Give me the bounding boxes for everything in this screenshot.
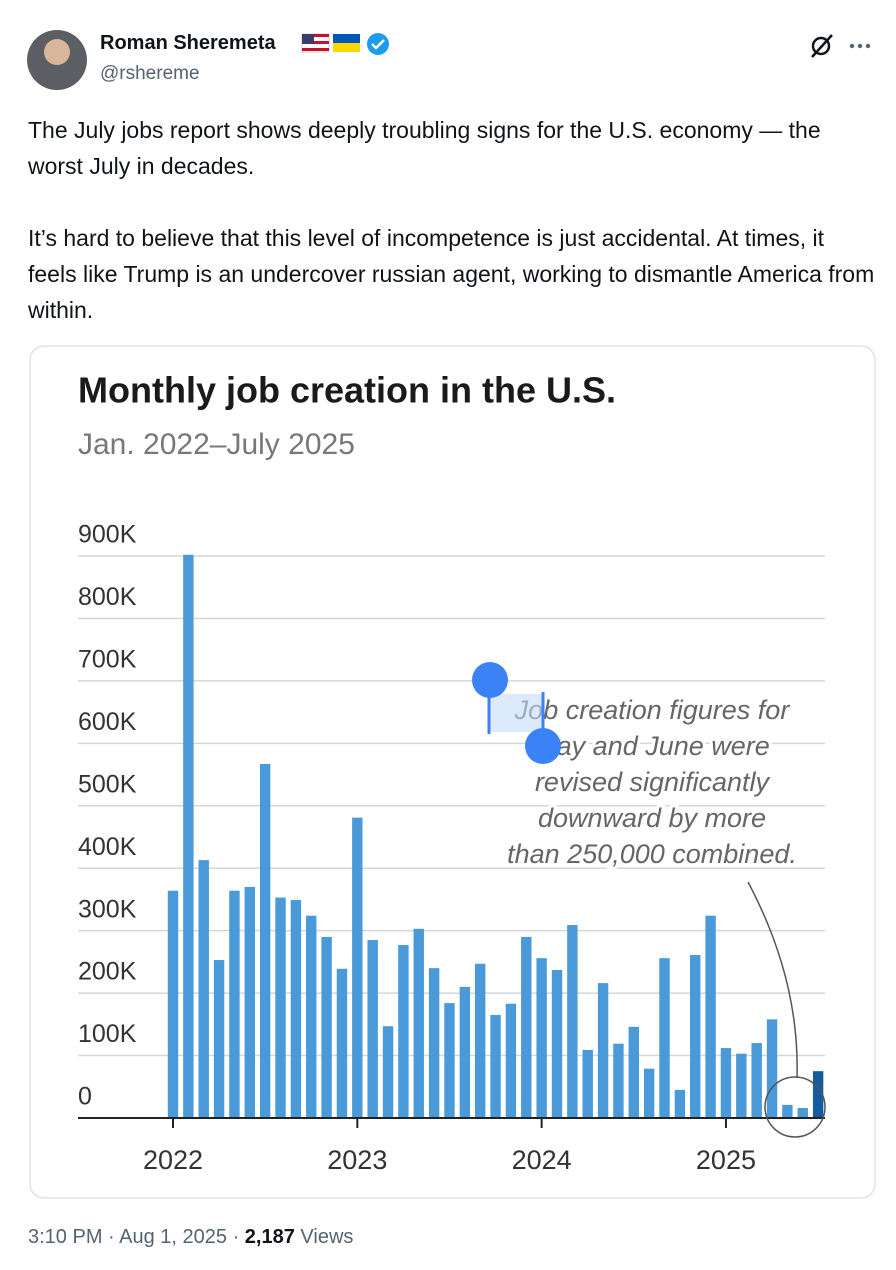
bar: [398, 945, 409, 1118]
text-selection: [488, 694, 544, 732]
grok-icon[interactable]: [811, 34, 833, 58]
y-tick-label: 500K: [78, 770, 137, 798]
selection-handle[interactable]: [525, 728, 561, 764]
y-tick-label: 300K: [78, 895, 137, 923]
bar: [198, 860, 209, 1118]
bar: [797, 1108, 808, 1118]
bar: [659, 958, 670, 1118]
bar: [290, 900, 302, 1118]
bar: [628, 1026, 639, 1118]
y-tick-label: 600K: [78, 708, 137, 736]
bar: [674, 1089, 686, 1118]
bar: [306, 915, 317, 1118]
bar: [321, 936, 332, 1118]
verified-badge: [367, 33, 389, 55]
avatar-face: [44, 39, 70, 65]
annotation-line: than 250,000 combined.: [507, 839, 797, 869]
bar: [475, 963, 486, 1118]
bar: [582, 1049, 593, 1118]
chart-subtitle: Jan. 2022–July 2025: [78, 428, 355, 461]
bar: [259, 763, 271, 1118]
bar: [244, 886, 255, 1118]
bar: [812, 1071, 824, 1118]
bar: [536, 958, 547, 1118]
bar: [229, 890, 240, 1118]
y-tick-label: 800K: [78, 583, 137, 611]
tweet-footer: 3:10 PM · Aug 1, 2025 · 2,187 Views: [28, 1226, 353, 1249]
bar: [505, 1003, 517, 1118]
bar: [183, 554, 194, 1118]
y-tick-label: 100K: [78, 1020, 137, 1048]
tweet-body: The July jobs report shows deeply troubl…: [28, 112, 878, 364]
bar: [551, 970, 563, 1118]
bar: [751, 1043, 762, 1118]
timestamp[interactable]: 3:10 PM · Aug 1, 2025 ·: [28, 1226, 245, 1248]
annotation-arrow: [747, 881, 798, 1079]
annotation: Job creation figures for May and June wer…: [504, 692, 800, 872]
bar: [597, 983, 609, 1118]
x-tick-label: 2024: [512, 1145, 572, 1175]
selection-handle[interactable]: [472, 662, 508, 698]
annotation-line: May and June were: [534, 731, 770, 761]
bar: [367, 940, 378, 1118]
verified-check: [371, 39, 385, 50]
x-tick-label: 2025: [696, 1145, 756, 1175]
bar: [444, 1003, 455, 1118]
flag-us: [301, 33, 330, 53]
annotation-line: downward by more: [538, 803, 766, 833]
bar: [705, 915, 716, 1118]
y-tick-label: 0: [78, 1083, 92, 1111]
bar: [613, 1043, 624, 1118]
bar: [690, 955, 701, 1118]
bar: [643, 1068, 655, 1118]
bar: [782, 1104, 793, 1118]
x-tick-label: 2022: [143, 1145, 203, 1175]
plot: 0 100K 200K 300K 400K 500K 600K 700K 800K 900K 202…: [78, 521, 825, 1175]
chart-title: Monthly job creation in the U.S.: [78, 370, 616, 411]
paragraph: It’s hard to believe that this level of …: [28, 225, 875, 323]
author-handle[interactable]: @rshereme: [100, 63, 200, 84]
flag-ua: [333, 34, 360, 52]
bar: [521, 936, 532, 1118]
y-tick-label: 700K: [78, 645, 137, 673]
bar: [382, 1026, 394, 1118]
annotation-circle: [764, 1076, 826, 1138]
bar: [766, 1019, 778, 1118]
bar: [459, 986, 471, 1118]
bar: [336, 968, 348, 1118]
view-count: 2,187: [244, 1226, 295, 1248]
bar: [352, 817, 363, 1118]
y-tick-label: 200K: [78, 958, 137, 986]
y-tick-label: 400K: [78, 833, 137, 861]
bar: [213, 960, 225, 1118]
bar: [490, 1014, 501, 1118]
views-label: Views: [300, 1226, 354, 1248]
annotation-line: Job creation figures for: [514, 695, 791, 725]
bar: [413, 928, 424, 1118]
y-tick-label: 900K: [78, 521, 137, 549]
x-tick-label: 2023: [327, 1145, 387, 1175]
bar: [720, 1048, 732, 1118]
bar: [275, 897, 286, 1118]
author-name[interactable]: Roman Sheremeta: [100, 32, 276, 54]
bar: [736, 1053, 747, 1118]
bar: [167, 890, 179, 1118]
bar: [428, 968, 440, 1118]
annotation-line: revised significantly: [535, 767, 771, 797]
more-menu[interactable]: [849, 43, 871, 49]
paragraph: The July jobs report shows deeply troubl…: [28, 117, 821, 179]
bar: [567, 925, 578, 1118]
